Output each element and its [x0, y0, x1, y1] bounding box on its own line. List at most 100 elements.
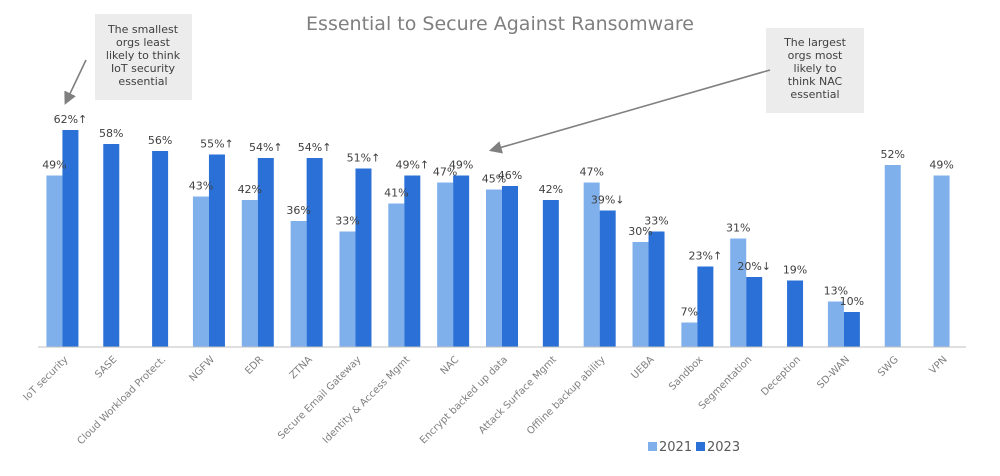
data-label-2023-6: 51%↑ — [347, 152, 381, 165]
bar-2021-3 — [192, 196, 209, 347]
data-label-2021-9: 45% — [482, 173, 506, 186]
annotation-text: orgs most — [788, 49, 843, 62]
bar-2021-12 — [632, 242, 649, 347]
annotation-arrow — [64, 59, 87, 105]
x-tick-label: ZTNA — [288, 354, 315, 381]
annotation-text: essential — [790, 88, 839, 101]
data-label-2023-13: 23%↑ — [689, 250, 723, 263]
bar-2023-15 — [787, 280, 804, 347]
bar-2021-17 — [884, 165, 901, 347]
data-label-2023-12: 33% — [644, 215, 668, 228]
data-label-2021-7: 41% — [384, 187, 408, 200]
bar-2023-8 — [453, 175, 470, 347]
x-tick-label: Deception — [759, 354, 803, 398]
x-tick-label: Segmentation — [697, 354, 754, 411]
bar-2021-6 — [339, 231, 356, 347]
bar-2021-4 — [241, 200, 258, 347]
x-tick-label: Secure Email Gateway — [276, 354, 363, 441]
bar-2021-11 — [583, 182, 600, 347]
x-tick-label: SASE — [93, 354, 119, 380]
x-tick-label: Sandbox — [667, 354, 705, 392]
legend: 2021 2023 — [648, 440, 740, 455]
legend-label-2021: 2021 — [659, 440, 692, 455]
data-label-2021-4: 42% — [238, 183, 262, 196]
data-label-2021-13: 7% — [681, 306, 698, 319]
legend-swatch-2021 — [648, 442, 657, 451]
x-tick-label: SWG — [876, 354, 901, 379]
annotation-text: orgs least — [116, 36, 171, 49]
bar-2023-1 — [103, 144, 120, 347]
bar-2023-5 — [306, 158, 323, 347]
annotation-arrow — [488, 69, 771, 154]
data-label-2023-5: 54%↑ — [298, 141, 332, 154]
x-tick-label: Cloud Workload Protect. — [75, 354, 168, 447]
annotation-text: think NAC — [788, 75, 843, 88]
data-label-2023-10: 42% — [539, 183, 563, 196]
annotation-text: likely to think — [106, 49, 181, 62]
annotation-box — [766, 28, 864, 113]
bar-2023-16 — [843, 312, 860, 347]
x-tick-label: IoT security — [22, 354, 71, 403]
data-label-2023-15: 19% — [783, 264, 807, 277]
bar-2023-13 — [697, 266, 714, 347]
bar-2021-9 — [486, 189, 502, 347]
x-tick-label: Encrypt backed up data — [418, 354, 510, 446]
x-tick-label: SD-WAN — [815, 354, 852, 391]
annotation-text: The smallest — [107, 23, 179, 36]
annotation-text: The largest — [783, 36, 847, 49]
data-label-2021-8: 47% — [433, 166, 457, 179]
x-tick-label: VPN — [928, 354, 950, 376]
annotation-text: IoT security — [111, 62, 176, 75]
legend-swatch-2023 — [696, 442, 705, 451]
bar-2023-11 — [599, 210, 616, 347]
annotation-box — [95, 14, 192, 100]
bar-2021-18 — [933, 175, 950, 347]
data-label-2023-11: 39%↓ — [591, 194, 625, 207]
bar-2023-7 — [404, 175, 421, 347]
chart-title: Essential to Secure Against Ransomware — [306, 13, 694, 35]
bar-2023-0 — [62, 130, 79, 347]
bar-2023-3 — [208, 154, 225, 347]
data-label-2021-14: 31% — [726, 222, 750, 235]
data-label-2021-17: 52% — [881, 148, 905, 161]
data-label-2021-16: 13% — [824, 285, 848, 298]
x-tick-label: EDR — [243, 354, 266, 377]
data-label-2023-0: 62%↑ — [54, 113, 88, 126]
data-label-2021-3: 43% — [189, 180, 213, 193]
annotation-text: likely to — [794, 62, 837, 75]
bar-2023-4 — [257, 158, 274, 347]
data-label-2021-11: 47% — [579, 166, 603, 179]
bar-2023-12 — [648, 231, 665, 347]
data-label-2021-18: 49% — [929, 159, 953, 172]
x-tick-label: NAC — [439, 354, 462, 377]
bar-group — [46, 130, 950, 347]
data-label-2021-5: 36% — [286, 204, 310, 217]
bar-2023-6 — [355, 168, 372, 347]
x-tick-label: UEBA — [630, 354, 657, 381]
data-label-2021-6: 33% — [335, 215, 359, 228]
annotation-text: essential — [118, 75, 167, 88]
x-tick-label: Identity & Access Mgmt — [321, 354, 413, 446]
legend-label-2023: 2023 — [707, 440, 740, 455]
data-label-2023-1: 58% — [99, 127, 123, 140]
data-label-2023-16: 10% — [840, 295, 864, 308]
data-label-2021-0: 49% — [42, 159, 66, 172]
data-labels: 49% 62%↑ 58% 56% 43% 55%↑ 42% 54%↑ 36% 54%↑ 33% 51%… — [42, 113, 954, 319]
bar-2023-14 — [746, 277, 763, 347]
data-label-2023-7: 49%↑ — [395, 159, 429, 172]
x-tick-label: NGFW — [187, 354, 217, 384]
data-label-2023-9: 46% — [498, 169, 522, 182]
data-label-2023-8: 49% — [449, 159, 473, 172]
data-label-2023-14: 20%↓ — [737, 260, 771, 273]
bar-2021-16 — [827, 301, 844, 347]
bar-2021-5 — [290, 221, 307, 347]
data-label-2023-3: 55%↑ — [200, 138, 234, 151]
bar-2021-7 — [388, 203, 405, 347]
data-label-2021-12: 30% — [628, 225, 652, 238]
bar-2023-9 — [502, 186, 518, 347]
bar-2021-8 — [437, 182, 454, 347]
bar-2023-2 — [152, 151, 169, 347]
